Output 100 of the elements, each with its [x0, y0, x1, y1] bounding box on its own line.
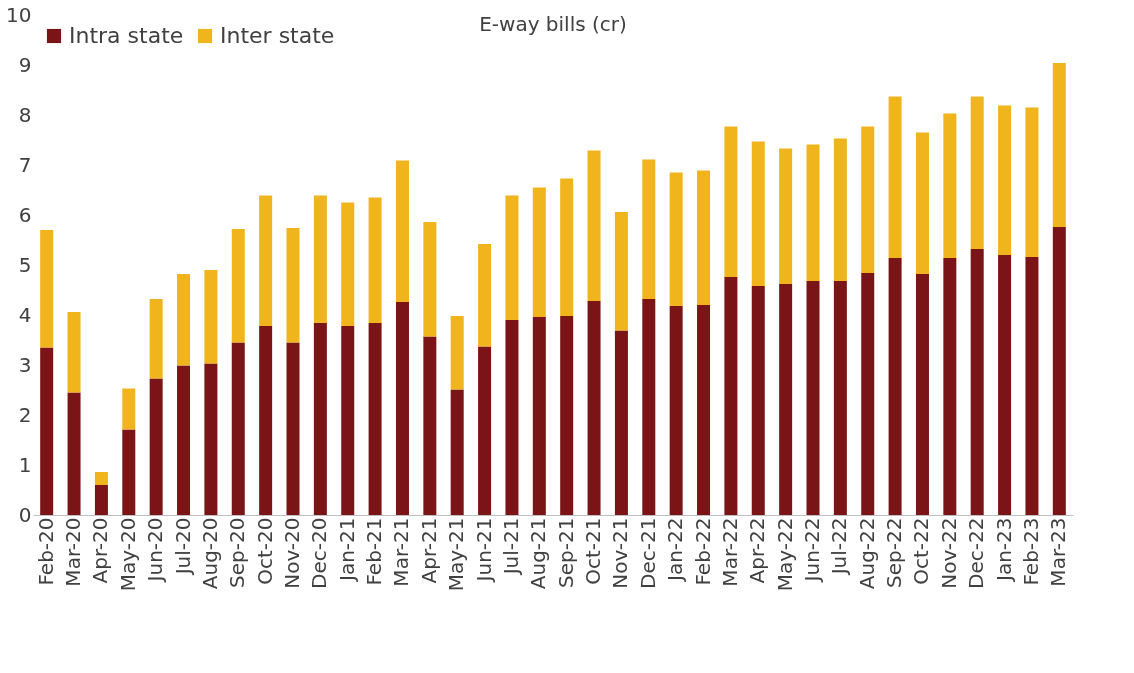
- bar: [395, 302, 409, 515]
- x-tick-label: Mar-22: [717, 517, 742, 587]
- bar: [724, 126, 738, 277]
- bar: [1025, 257, 1039, 515]
- x-tick-label: May-21: [444, 517, 469, 592]
- x-tick-label: Mar-21: [389, 517, 414, 587]
- x-tick-label: Nov-22: [936, 517, 961, 589]
- bar: [122, 388, 136, 430]
- bar: [915, 274, 929, 515]
- bar: [998, 105, 1012, 255]
- bar: [450, 316, 464, 390]
- bar: [833, 138, 847, 281]
- bar: [505, 320, 519, 515]
- x-tick-label: May-20: [115, 517, 140, 592]
- x-tick-label: Sep-20: [225, 517, 250, 588]
- bar: [259, 326, 273, 515]
- x-tick-label: May-22: [772, 517, 797, 592]
- bar: [697, 305, 711, 515]
- bar: [286, 228, 300, 343]
- y-tick-label: 7: [18, 152, 32, 177]
- y-tick-label: 6: [18, 202, 32, 227]
- x-tick-label: Apr-22: [745, 517, 770, 584]
- x-tick-label: Feb-20: [33, 517, 58, 586]
- bar: [724, 277, 738, 515]
- x-tick-label: Feb-21: [362, 517, 387, 586]
- bar: [149, 378, 163, 515]
- bar: [642, 299, 656, 515]
- x-tick-label: Aug-20: [197, 517, 222, 590]
- bar: [833, 281, 847, 515]
- bar: [341, 326, 355, 515]
- legend-label: Inter state: [220, 23, 335, 48]
- bar: [861, 126, 875, 273]
- y-tick-label: 5: [18, 252, 32, 277]
- x-tick-label: Jan-21: [334, 517, 359, 583]
- bar: [341, 202, 355, 326]
- bar: [478, 346, 492, 515]
- bar: [204, 270, 218, 364]
- x-tick-label: Jan-23: [991, 517, 1016, 583]
- x-tick-label: Apr-20: [88, 517, 113, 584]
- bar: [888, 258, 902, 515]
- bar: [231, 342, 245, 515]
- bar: [423, 222, 437, 337]
- x-tick-label: Aug-21: [526, 517, 551, 590]
- bar: [395, 160, 409, 302]
- x-tick-label: Jun-21: [471, 517, 496, 584]
- x-tick-label: Aug-22: [854, 517, 879, 590]
- x-tick-label: Jul-22: [827, 517, 852, 577]
- x-tick-label: Apr-21: [416, 517, 441, 584]
- bar: [806, 144, 820, 281]
- x-tick-label: Dec-20: [307, 517, 332, 589]
- bar: [614, 212, 628, 331]
- bar: [122, 429, 136, 515]
- x-tick-label: Jul-20: [170, 517, 195, 577]
- bar: [806, 281, 820, 515]
- bar: [560, 316, 574, 515]
- bar: [751, 286, 765, 515]
- bar: [231, 229, 245, 343]
- bar: [642, 159, 656, 299]
- bar: [779, 284, 793, 515]
- x-tick-label: Feb-22: [690, 517, 715, 586]
- y-tick-label: 9: [18, 52, 32, 77]
- legend-label: Intra state: [69, 23, 184, 48]
- bar: [450, 389, 464, 515]
- x-tick-label: Oct-20: [252, 517, 277, 585]
- bar: [970, 249, 984, 515]
- y-tick-label: 4: [18, 302, 32, 327]
- x-tick-label: Dec-21: [635, 517, 660, 589]
- bar: [888, 96, 902, 258]
- bar: [368, 197, 382, 323]
- x-tick-label: Oct-21: [581, 517, 606, 585]
- bar: [669, 172, 683, 306]
- x-tick-label: Sep-22: [882, 517, 907, 588]
- bar: [94, 485, 108, 515]
- bar: [943, 113, 957, 258]
- bar: [587, 301, 601, 515]
- bar: [943, 258, 957, 515]
- bar: [861, 273, 875, 515]
- bar: [505, 195, 519, 320]
- bar: [259, 195, 273, 326]
- bar: [1025, 107, 1039, 257]
- bar: [204, 363, 218, 515]
- bar: [751, 141, 765, 286]
- y-tick-label: 8: [18, 102, 32, 127]
- bar: [587, 150, 601, 301]
- y-tick-label: 0: [18, 502, 32, 527]
- x-tick-label: Oct-22: [909, 517, 934, 585]
- y-tick-label: 2: [18, 402, 32, 427]
- x-tick-label: Jan-22: [663, 517, 688, 583]
- bar: [286, 342, 300, 515]
- bar: [1052, 63, 1066, 227]
- y-tick-label: 1: [18, 452, 32, 477]
- x-tick-label: Feb-23: [1018, 517, 1043, 586]
- bar: [779, 148, 793, 284]
- bar: [149, 299, 163, 379]
- bar: [40, 347, 54, 515]
- bar: [998, 255, 1012, 515]
- bar: [478, 244, 492, 347]
- bar: [40, 230, 54, 348]
- bar: [368, 323, 382, 515]
- bar: [1052, 227, 1066, 515]
